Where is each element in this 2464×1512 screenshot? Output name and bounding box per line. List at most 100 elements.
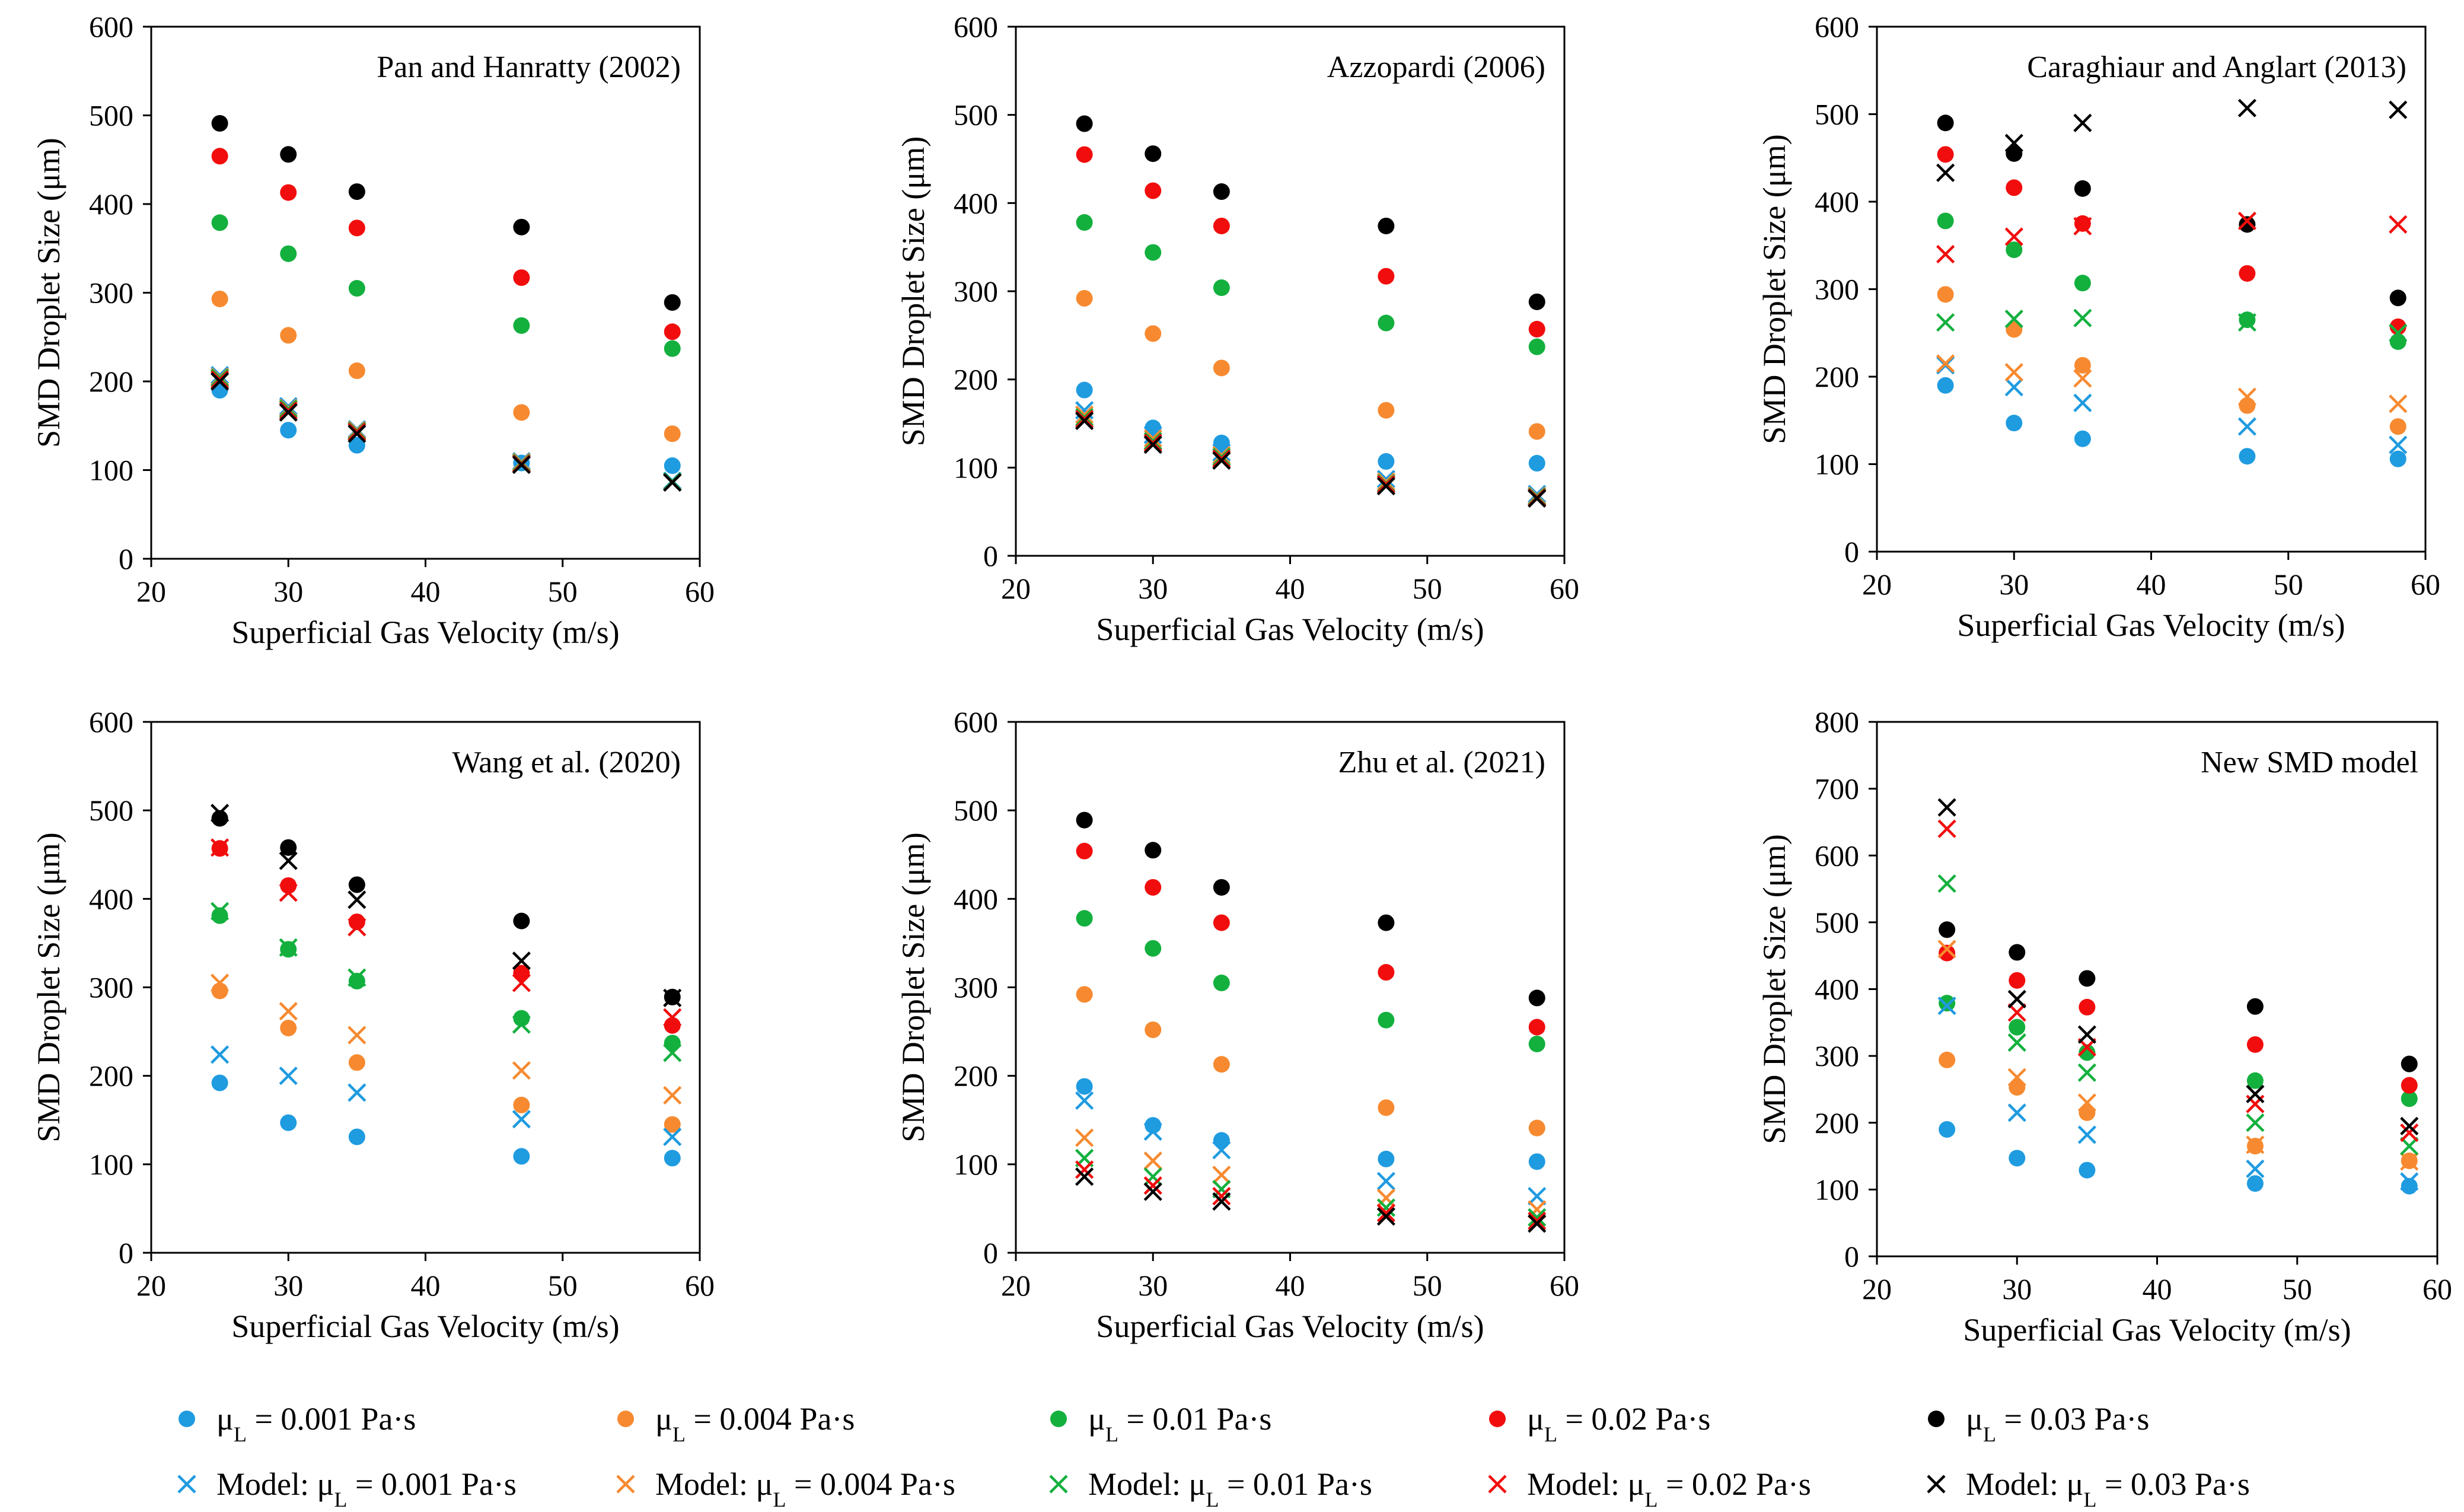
model-point-m004-stroke <box>1212 1166 1231 1185</box>
model-point-m004 <box>1143 1151 1162 1170</box>
chart-title: Wang et al. (2020) <box>452 746 681 779</box>
legend-suffix: = 0.03 Pa·s <box>2096 1466 2249 1502</box>
model-point-m004-stroke <box>211 973 229 992</box>
model-point-m03 <box>1212 451 1231 470</box>
data-point-d02 <box>664 323 681 340</box>
model-point-m001-stroke <box>663 1127 682 1147</box>
series-m03 <box>1075 411 1547 508</box>
model-point-m001-stroke <box>512 1110 531 1129</box>
x-tick-label: 20 <box>1001 572 1031 605</box>
model-point-m02 <box>211 838 229 857</box>
series-m01 <box>1075 1148 1547 1227</box>
legend-label: μL = 0.004 Pa·s <box>655 1401 855 1446</box>
series-d03 <box>1076 115 1545 310</box>
y-tick-label: 700 <box>1815 772 1859 806</box>
data-point-d01 <box>1528 338 1545 355</box>
chart-title: Pan and Hanratty (2002) <box>377 50 681 84</box>
model-point-m01-stroke <box>2077 1063 2096 1082</box>
model-point-m02 <box>1376 1204 1395 1223</box>
model-point-m03 <box>2073 113 2092 132</box>
model-point-m01-stroke <box>2389 323 2408 342</box>
x-tick-label: 40 <box>2143 1272 2172 1306</box>
data-point-d03 <box>1378 914 1395 931</box>
model-point-m02 <box>512 973 531 992</box>
data-point-d001 <box>1213 1132 1230 1149</box>
model-point-m02-stroke <box>2389 215 2408 234</box>
model-point-m001-stroke <box>2237 417 2256 436</box>
data-point-d001 <box>1145 1117 1162 1134</box>
data-point-d004 <box>1213 1056 1230 1073</box>
legend-suffix: = 0.01 Pa·s <box>1219 1466 1372 1502</box>
model-point-m01 <box>2007 1033 2026 1052</box>
data-point-d001 <box>1378 1150 1395 1167</box>
model-point-m004 <box>2077 1093 2096 1112</box>
x-axis-label: Superficial Gas Velocity (m/s) <box>1096 612 1484 647</box>
legend-subscript: L <box>1206 1488 1219 1511</box>
model-point-m004-stroke <box>279 1002 298 1021</box>
data-point-d03 <box>348 876 365 893</box>
y-tick-label: 100 <box>89 1148 133 1181</box>
y-tick-label: 200 <box>1815 1106 1859 1139</box>
data-point-d001 <box>2006 415 2023 432</box>
data-point-d03 <box>1937 114 1954 132</box>
data-point-d001 <box>1528 1153 1545 1170</box>
data-point-d01 <box>1076 214 1093 231</box>
data-point-d02 <box>348 913 365 931</box>
y-axis-label: SMD Droplet Size (μm) <box>1757 834 1792 1144</box>
data-point-d01 <box>1076 910 1093 927</box>
legend-prefix: μ <box>655 1401 672 1437</box>
plot-frame <box>150 721 701 1254</box>
model-point-m01-stroke <box>1936 313 1955 332</box>
model-point-m004-stroke <box>663 1086 682 1105</box>
series-m03 <box>1936 98 2408 182</box>
model-point-m03 <box>2077 1025 2096 1044</box>
model-point-m001-stroke <box>2246 1159 2265 1179</box>
legend-entry-d004: μL = 0.004 Pa·s <box>617 1401 855 1446</box>
model-point-m001 <box>2389 435 2408 454</box>
model-point-m02 <box>1936 244 1955 264</box>
model-point-m004-stroke <box>1936 354 1955 373</box>
model-point-m004-stroke <box>2073 369 2092 388</box>
data-point-d01 <box>348 280 365 297</box>
model-point-m01-stroke <box>2400 1137 2419 1156</box>
data-point-d03 <box>2389 289 2406 307</box>
model-point-m004-stroke <box>1075 1128 1094 1147</box>
model-point-m001-stroke <box>1075 1091 1094 1110</box>
y-tick-label: 200 <box>89 1059 133 1093</box>
series-d03 <box>1939 921 2418 1072</box>
y-tick-label: 0 <box>119 1236 133 1269</box>
legend-suffix: = 0.001 Pa·s <box>247 1401 416 1437</box>
model-point-m004-stroke <box>2007 1068 2026 1087</box>
x-tick-label: 40 <box>1276 572 1305 605</box>
series-m03 <box>211 372 682 492</box>
data-point-d001 <box>1937 377 1954 394</box>
data-point-d001 <box>2074 430 2091 447</box>
data-point-d001 <box>280 422 297 439</box>
model-point-m02 <box>2007 1003 2026 1022</box>
data-point-d01 <box>513 317 530 334</box>
legend-entry-m02: Model: μL = 0.02 Pa·s <box>1488 1466 1811 1511</box>
data-point-d02 <box>1213 217 1230 234</box>
y-tick-label: 400 <box>89 187 133 221</box>
data-point-d03 <box>280 146 297 163</box>
model-point-m03-stroke <box>1376 1207 1395 1226</box>
legend-marker-m02-stroke <box>1488 1475 1507 1494</box>
model-point-m004 <box>1075 1128 1094 1147</box>
model-point-m01-stroke <box>512 1015 531 1034</box>
legend-prefix: Model: μ <box>216 1466 334 1502</box>
model-point-m004 <box>348 1026 366 1045</box>
model-point-m03-stroke <box>2237 98 2256 117</box>
data-point-d004 <box>211 290 228 307</box>
legend-label: μL = 0.02 Pa·s <box>1527 1401 1710 1446</box>
model-point-m001-stroke <box>1528 1186 1547 1206</box>
model-point-m03 <box>1075 411 1094 431</box>
y-tick-label: 0 <box>1844 535 1859 568</box>
data-point-d01 <box>2006 241 2023 259</box>
data-point-d03 <box>1528 989 1545 1007</box>
data-point-d03 <box>1528 293 1545 310</box>
model-point-m03 <box>211 804 229 823</box>
legend-entry-d01: μL = 0.01 Pa·s <box>1050 1401 1271 1446</box>
series-d02 <box>1937 146 2406 335</box>
y-tick-label: 600 <box>89 705 133 739</box>
y-tick-label: 500 <box>954 98 998 132</box>
